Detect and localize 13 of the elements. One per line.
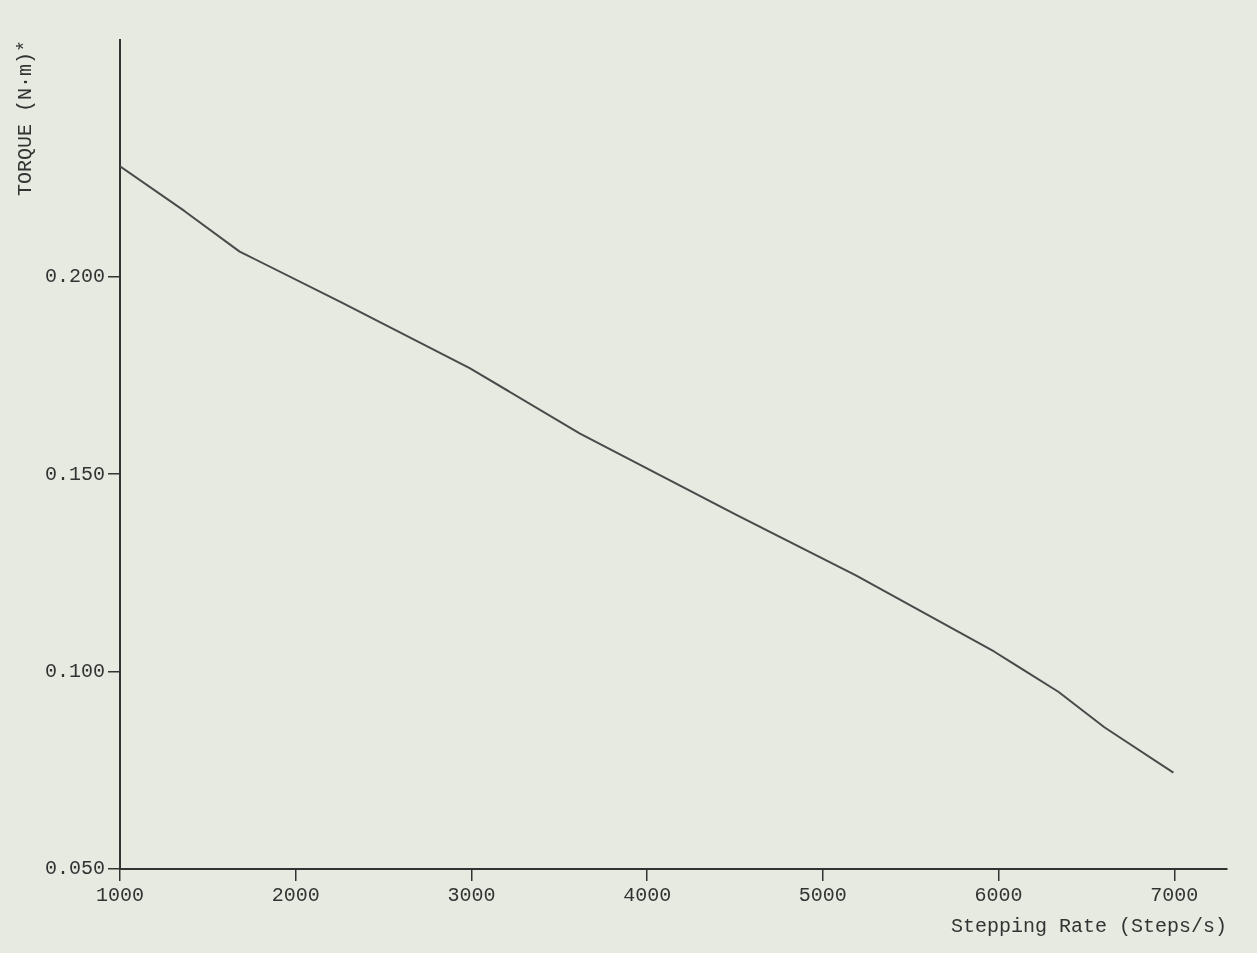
x-tick-label: 1000	[96, 884, 145, 908]
x-tick-label: 3000	[447, 884, 496, 908]
x-tick-label: 5000	[798, 884, 847, 908]
x-tick-label: 4000	[623, 884, 672, 908]
y-tick-label: 0.150	[44, 462, 106, 486]
y-tick-label: 0.100	[44, 659, 106, 683]
x-tick-label: 2000	[271, 884, 320, 908]
x-tick-label: 6000	[974, 884, 1023, 908]
y-axis-title: TORQUE (N·m)*	[14, 40, 38, 197]
y-tick-label: 0.200	[44, 265, 106, 289]
x-tick-label: 7000	[1150, 884, 1199, 908]
x-axis-title: Stepping Rate (Steps/s)	[950, 915, 1227, 939]
y-tick-label: 0.050	[44, 857, 106, 881]
